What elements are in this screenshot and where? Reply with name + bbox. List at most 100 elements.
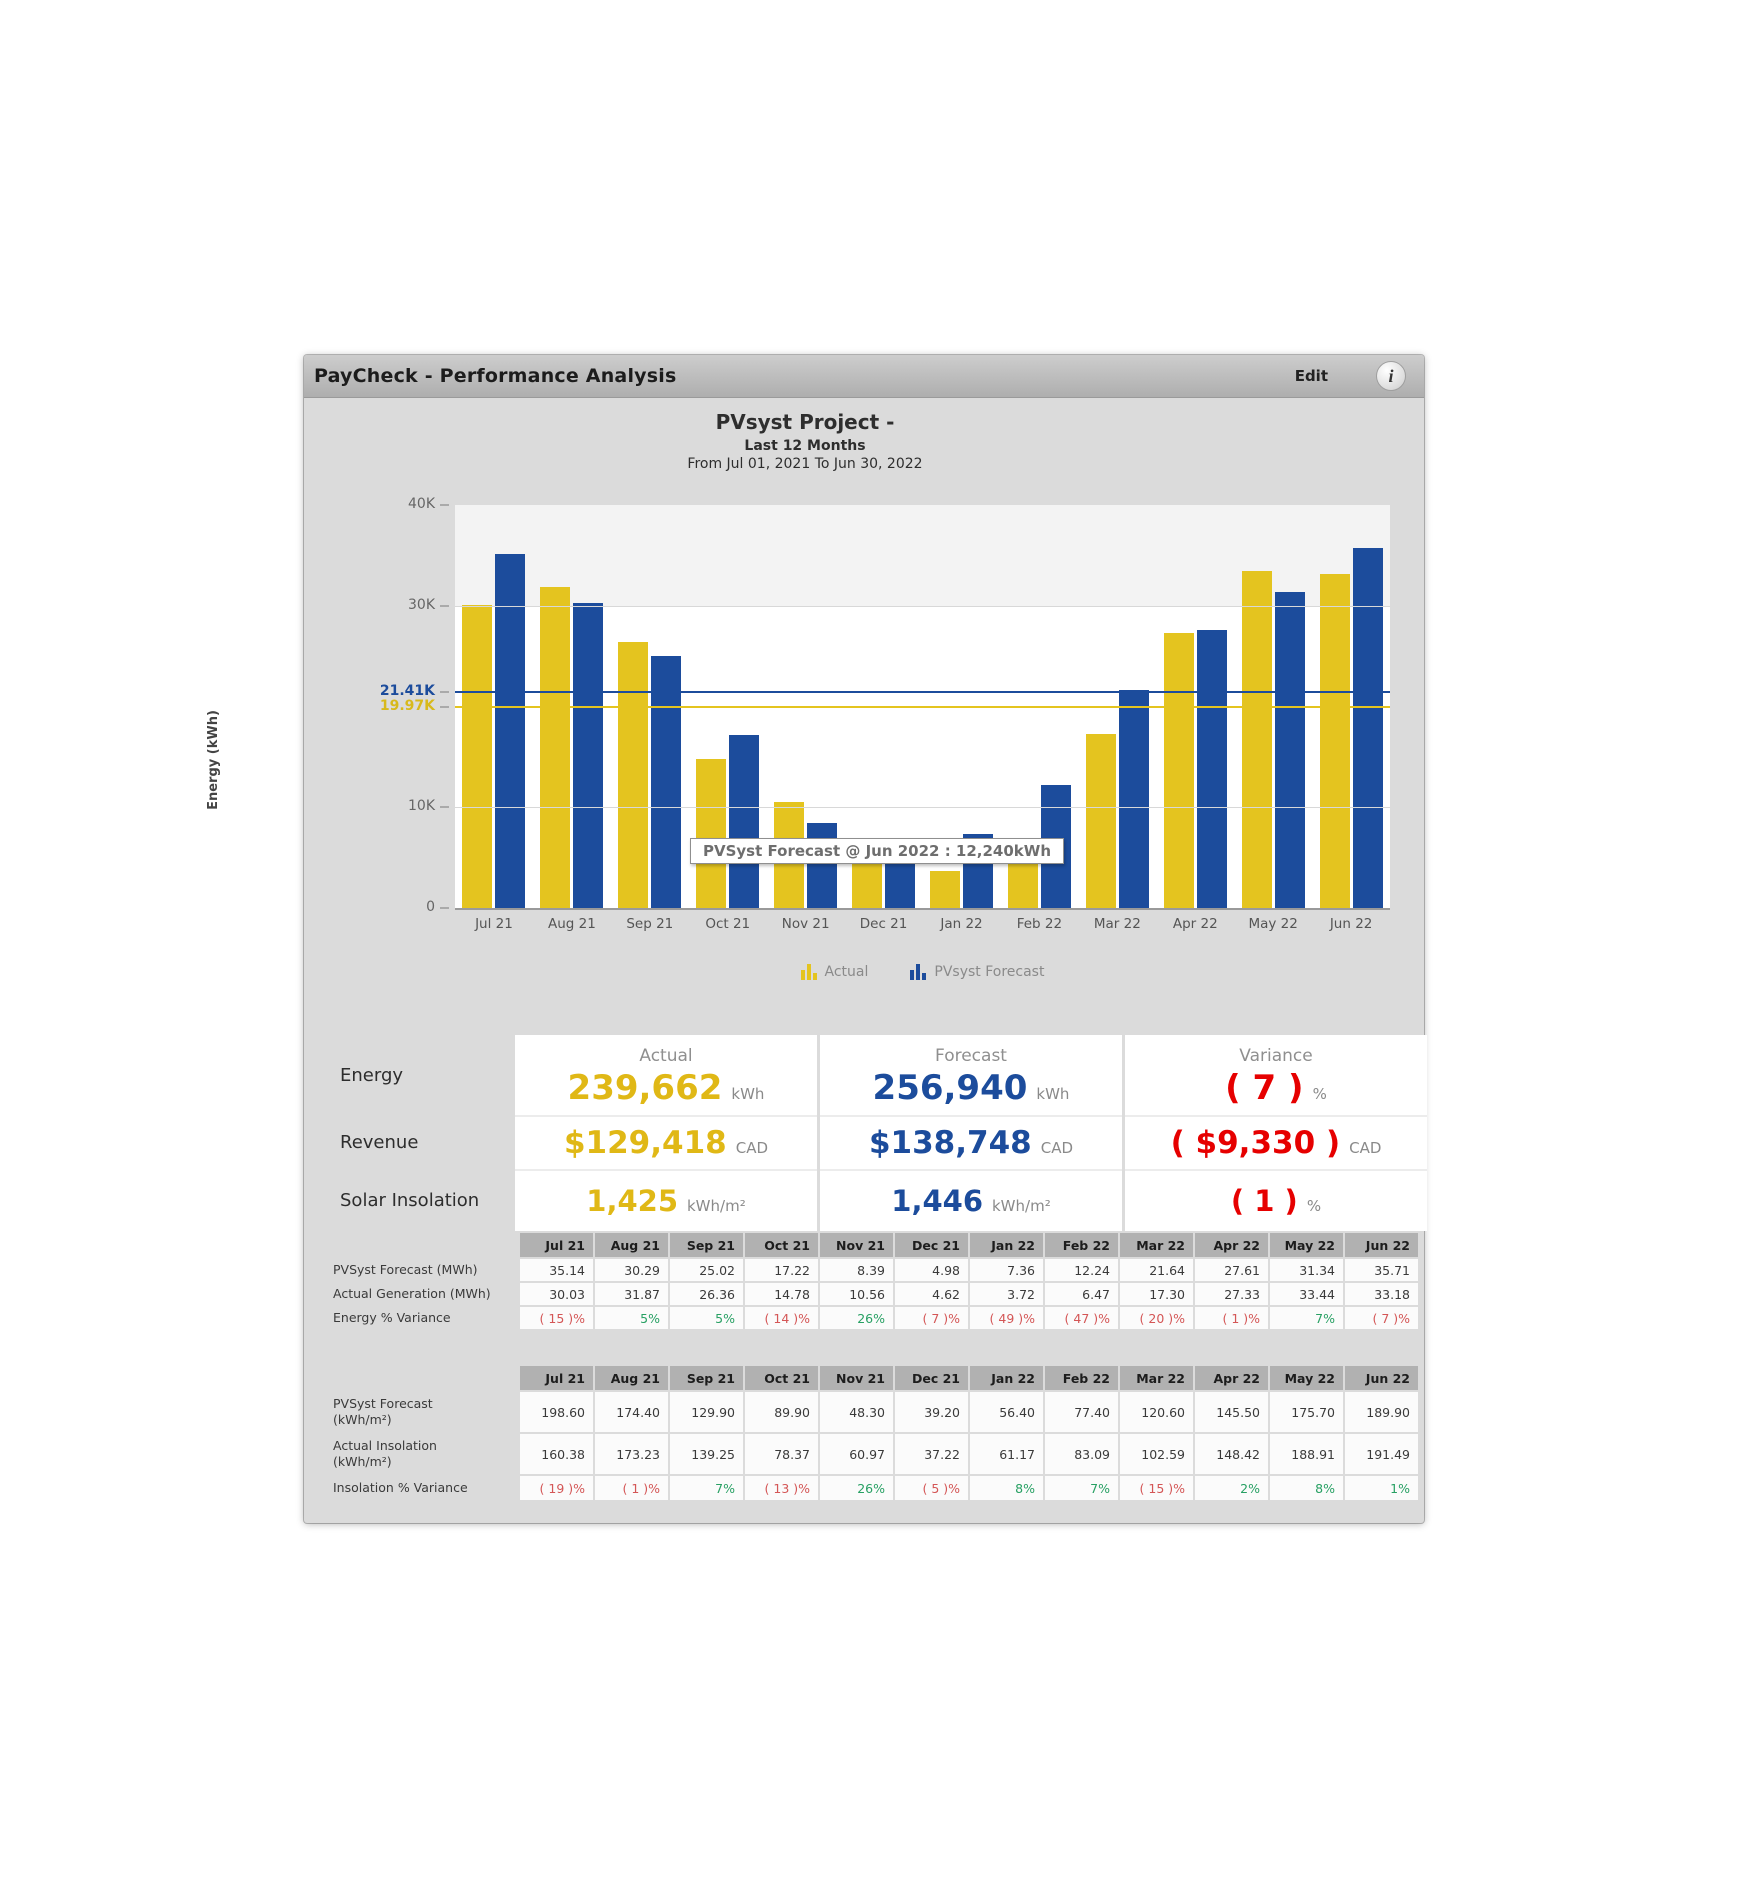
table-cell: 30.29	[595, 1259, 668, 1281]
y-axis: 40K 30K 10K 0 21.41K 19.97K	[304, 496, 449, 915]
month-header-aug-21: Aug 21	[595, 1233, 668, 1257]
x-axis-label: Sep 21	[626, 916, 674, 932]
x-axis-label: Nov 21	[781, 916, 830, 932]
summary-unit: CAD	[1349, 1139, 1382, 1157]
bar-group-oct-21	[689, 505, 767, 908]
summary-cell-variance-solar-insolation: ( 1 )%	[1125, 1169, 1427, 1231]
table-cell: 189.90	[1345, 1392, 1418, 1432]
table-cell: 7%	[1045, 1476, 1118, 1500]
table-cell: 14.78	[745, 1283, 818, 1305]
y-axis-tick-label: 40K	[408, 496, 435, 512]
table-cell: 33.44	[1270, 1283, 1343, 1305]
bar-actual-sep-21[interactable]	[618, 642, 649, 908]
bar-pvsyst-forecast-apr-22[interactable]	[1196, 629, 1227, 908]
bar-pvsyst-forecast-jul-21[interactable]	[495, 553, 526, 908]
table-cell: 2%	[1195, 1476, 1268, 1500]
table-cell: 174.40	[595, 1392, 668, 1432]
bar-group-jul-21	[455, 505, 533, 908]
legend-item-actual[interactable]: Actual	[800, 963, 868, 980]
table-cell: 89.90	[745, 1392, 818, 1432]
bar-pvsyst-forecast-may-22[interactable]	[1274, 592, 1305, 908]
table-cell: 191.49	[1345, 1434, 1418, 1474]
table-cell: 56.40	[970, 1392, 1043, 1432]
bar-pvsyst-forecast-sep-21[interactable]	[651, 655, 682, 908]
summary-cell-forecast-energy: Forecast 256,940 kWh	[820, 1035, 1122, 1115]
summary-column-header: Variance	[1239, 1046, 1313, 1066]
table-cell: ( 14 )%	[745, 1307, 818, 1329]
energy-table: Jul 21 Aug 21 Sep 21 Oct 21 Nov 21 Dec 21 Jan …	[333, 1233, 1418, 1329]
bar-actual-jun-22[interactable]	[1319, 573, 1350, 908]
table-cell: 6.47	[1045, 1283, 1118, 1305]
table-cell: ( 15 )%	[520, 1307, 593, 1329]
bar-pvsyst-forecast-mar-22[interactable]	[1118, 689, 1149, 908]
table-row-label: PVSyst Forecast (kWh/m²)	[333, 1396, 433, 1427]
month-header-jan-22: Jan 22	[970, 1366, 1043, 1390]
table-row-label: Actual Insolation (kWh/m²)	[333, 1438, 437, 1469]
y-axis-tick	[440, 504, 449, 506]
table-corner	[333, 1233, 518, 1257]
x-axis-label: Feb 22	[1016, 916, 1063, 932]
paycheck-widget: PayCheck - Performance Analysis Edit i P…	[206, 355, 1427, 1523]
reference-line-actual-average	[455, 705, 1390, 708]
table-cell: 78.37	[745, 1434, 818, 1474]
table-cell: 30.03	[520, 1283, 593, 1305]
x-axis-label: Apr 22	[1172, 916, 1218, 932]
plot-top-band	[455, 505, 1390, 606]
bar-actual-jan-22[interactable]	[929, 870, 960, 908]
month-header-apr-22: Apr 22	[1195, 1233, 1268, 1257]
summary-row-label-solar-insolation: Solar Insolation	[340, 1189, 480, 1211]
table-cell: 8%	[1270, 1476, 1343, 1500]
chart-title: PVsyst Project -	[715, 410, 895, 434]
summary-value: $138,748	[868, 1125, 1032, 1161]
bar-actual-jul-21[interactable]	[462, 605, 493, 908]
table-cell: 1%	[1345, 1476, 1418, 1500]
table-cell: 27.33	[1195, 1283, 1268, 1305]
month-header-mar-22: Mar 22	[1120, 1366, 1193, 1390]
legend-item-pvsyst-forecast[interactable]: PVsyst Forecast	[910, 963, 1044, 980]
table-cell: 145.50	[1195, 1392, 1268, 1432]
table-cell: 31.34	[1270, 1259, 1343, 1281]
legend-label: PVsyst Forecast	[934, 963, 1045, 980]
table-cell: 4.62	[895, 1283, 968, 1305]
bar-actual-oct-21[interactable]	[696, 759, 727, 908]
title-bar: PayCheck - Performance Analysis Edit i	[304, 355, 1424, 398]
y-axis-tick	[440, 907, 449, 909]
summary-unit: kWh/m²	[992, 1197, 1051, 1215]
summary-unit: %	[1312, 1085, 1327, 1103]
table-cell: 39.20	[895, 1392, 968, 1432]
chart-period: From Jul 01, 2021 To Jun 30, 2022	[687, 456, 923, 472]
table-cell: ( 1 )%	[1195, 1307, 1268, 1329]
bar-group-aug-21	[533, 505, 611, 908]
summary-unit: kWh	[731, 1085, 765, 1103]
bar-pvsyst-forecast-dec-21[interactable]	[885, 857, 916, 908]
table-cell: 12.24	[1045, 1259, 1118, 1281]
summary-unit: CAD	[735, 1139, 769, 1157]
bar-pvsyst-forecast-jun-22[interactable]	[1352, 548, 1383, 908]
summary-cell-variance-revenue: ( $9,330 ) CAD	[1125, 1115, 1427, 1169]
bar-actual-dec-21[interactable]	[852, 861, 883, 908]
table-cell: ( 1 )%	[595, 1476, 668, 1500]
bar-actual-apr-22[interactable]	[1163, 632, 1194, 908]
bar-pvsyst-forecast-aug-21[interactable]	[573, 602, 604, 908]
bar-actual-may-22[interactable]	[1241, 571, 1272, 908]
table-cell: 4.98	[895, 1259, 968, 1281]
month-header-jan-22: Jan 22	[970, 1233, 1043, 1257]
month-header-oct-21: Oct 21	[745, 1233, 818, 1257]
summary-cell-forecast-solar-insolation: 1,446 kWh/m²	[820, 1169, 1122, 1231]
edit-button[interactable]: Edit	[1294, 367, 1328, 385]
info-icon[interactable]: i	[1376, 361, 1406, 391]
table-cell: 21.64	[1120, 1259, 1193, 1281]
table-cell: 83.09	[1045, 1434, 1118, 1474]
bar-group-jun-22	[1312, 505, 1390, 908]
summary-cell-actual-energy: Actual 239,662 kWh	[515, 1035, 817, 1115]
month-header-aug-21: Aug 21	[595, 1366, 668, 1390]
bar-actual-aug-21[interactable]	[540, 586, 571, 908]
bar-pvsyst-forecast-nov-21[interactable]	[807, 823, 838, 908]
table-cell: 148.42	[1195, 1434, 1268, 1474]
bar-actual-mar-22[interactable]	[1085, 733, 1116, 908]
bar-pvsyst-forecast-oct-21[interactable]	[729, 734, 760, 908]
table-row-label: Energy % Variance	[333, 1310, 451, 1326]
table-cell: 139.25	[670, 1434, 743, 1474]
table-cell: 35.14	[520, 1259, 593, 1281]
table-cell: 33.18	[1345, 1283, 1418, 1305]
